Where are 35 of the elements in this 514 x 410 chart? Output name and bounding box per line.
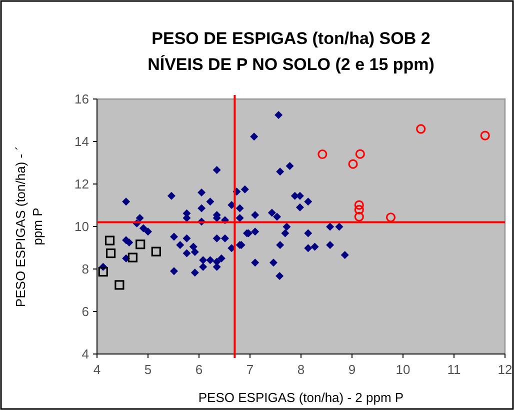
point [106,248,116,258]
y-tick-label: 8 [82,262,89,277]
y-tick-label: 14 [74,134,89,150]
y-axis-title: PESO ESPIGAS (ton/ha) - ´ ppm P [13,146,45,308]
chart-title: PESO DE ESPIGAS (ton/ha) SOB 2 NÍVEIS DE P NO SOLO (2 e 15 ppm) [148,29,434,74]
x-tick-label: 11 [447,362,461,377]
x-tick-label: 8 [297,362,305,377]
point [136,240,146,250]
x-tick-label: 6 [195,362,203,377]
y-tick-label: 10 [74,219,89,234]
x-axis-title: PESO ESPIGAS (ton/ha) - 2 ppm P [198,390,404,405]
x-tick-label: 10 [396,362,410,377]
point [354,212,364,222]
y-tick-label: 6 [82,304,89,320]
x-tick-label: 7 [246,362,254,377]
point [480,130,490,140]
point [416,124,426,134]
point [98,266,108,277]
point [354,200,364,210]
x-tick-label: 5 [144,362,152,377]
x-tick-label: 12 [498,362,512,377]
y-tick-label: 16 [74,92,89,107]
y-tick-label: 12 [74,176,89,192]
x-tick-label: 4 [93,362,101,377]
point [151,246,161,256]
point [104,236,115,246]
y-tick-label: 4 [82,346,89,362]
point [386,212,396,222]
point [128,252,138,262]
x-tick-label: 9 [348,362,356,377]
point [355,149,365,159]
point [114,280,124,290]
point [348,159,358,169]
point [354,204,364,215]
point [318,149,328,160]
